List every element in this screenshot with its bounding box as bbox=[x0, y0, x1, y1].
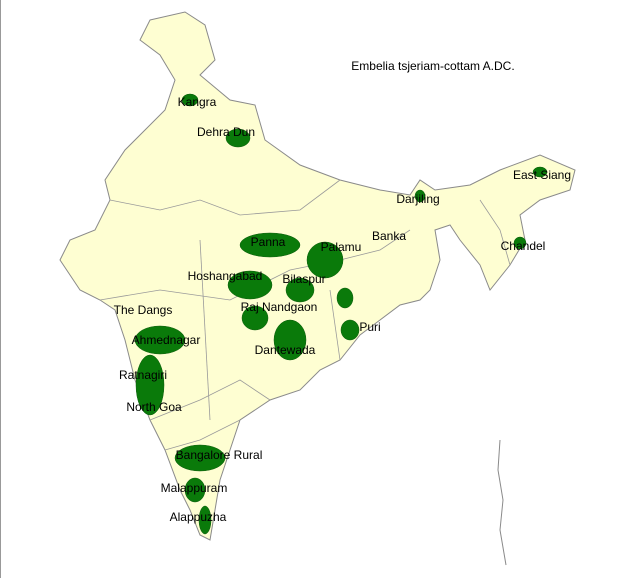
district bbox=[306, 241, 344, 279]
place-label: Bilaspur bbox=[282, 272, 325, 286]
district bbox=[340, 319, 360, 341]
district bbox=[135, 354, 165, 416]
district bbox=[225, 128, 251, 148]
place-label: Banka bbox=[372, 229, 406, 243]
district bbox=[513, 236, 527, 250]
occurrence-districts bbox=[134, 93, 548, 535]
island-groups bbox=[497, 439, 507, 566]
map-title: Embelia tsjeriam-cottam A.DC. bbox=[351, 59, 514, 73]
place-label: Bangalore Rural bbox=[176, 448, 263, 462]
place-label: Darjiling bbox=[396, 192, 439, 206]
place-label: Ratnagiri bbox=[119, 368, 167, 382]
district bbox=[174, 444, 226, 472]
district bbox=[198, 505, 212, 535]
district bbox=[414, 189, 426, 203]
place-label: Panna bbox=[251, 235, 286, 249]
district bbox=[532, 166, 548, 178]
district bbox=[241, 305, 269, 331]
district bbox=[181, 93, 199, 107]
place-label: Palamu bbox=[321, 240, 362, 254]
place-label: Kangra bbox=[178, 95, 217, 109]
district bbox=[239, 232, 301, 258]
place-label: Raj Nandgaon bbox=[241, 300, 318, 314]
place-label: East Siang bbox=[513, 168, 571, 182]
district bbox=[273, 319, 307, 361]
district bbox=[184, 477, 206, 503]
place-label: Dantewada bbox=[255, 343, 316, 357]
state-borders bbox=[99, 179, 511, 451]
place-label: Ahmednagar bbox=[132, 333, 201, 347]
place-label: Dehra Dun bbox=[197, 125, 255, 139]
district bbox=[227, 270, 273, 300]
place-label: Hoshangabad bbox=[188, 269, 263, 283]
place-label: Malappuram bbox=[161, 481, 228, 495]
place-label: Chandel bbox=[501, 239, 546, 253]
place-label: The Dangs bbox=[114, 303, 173, 317]
district bbox=[285, 277, 315, 303]
district bbox=[336, 287, 354, 309]
district bbox=[134, 325, 186, 355]
place-label: North Goa bbox=[126, 400, 182, 414]
place-label: Puri bbox=[359, 320, 380, 334]
place-label: Alappuzha bbox=[170, 510, 227, 524]
place-labels: Kangra Dehra Dun East Siang Darjiling Ba… bbox=[114, 95, 571, 524]
